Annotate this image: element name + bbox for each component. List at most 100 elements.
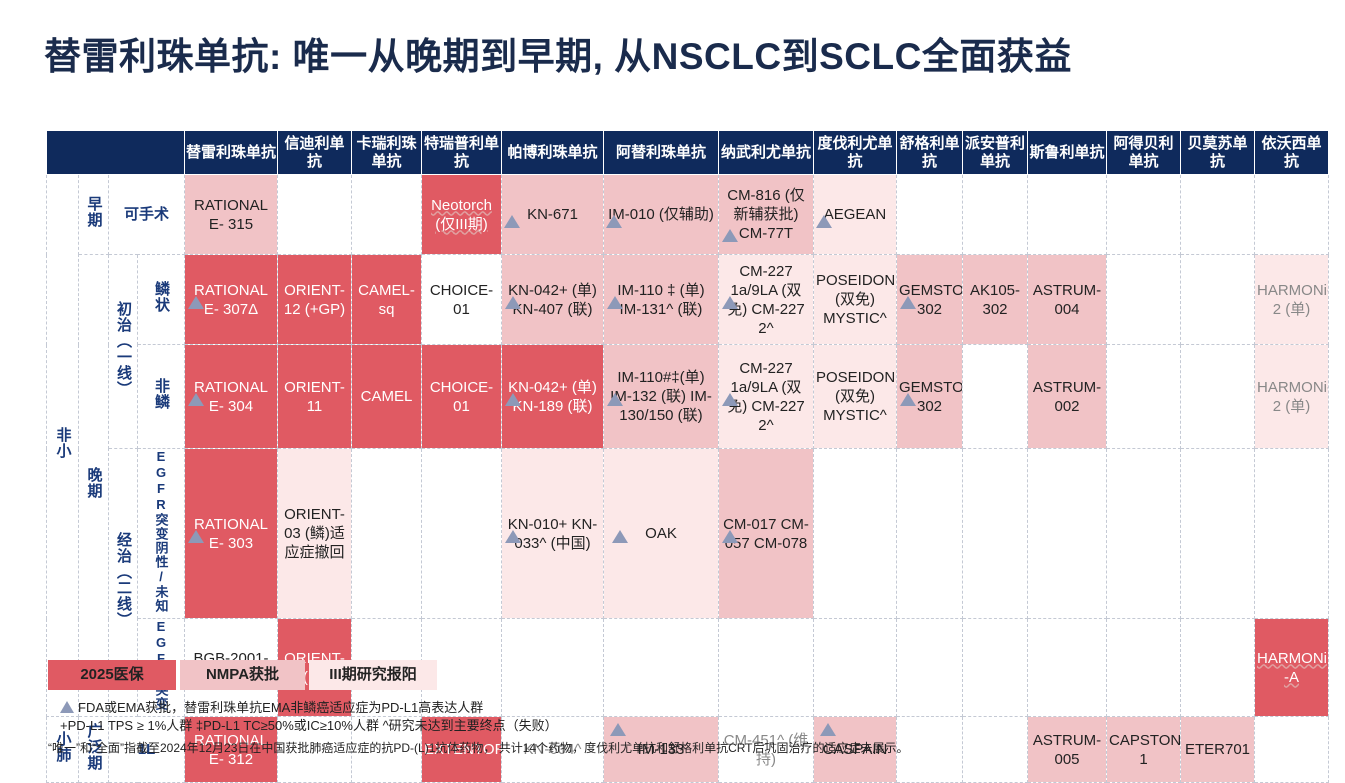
cell-empty [896,618,963,717]
cell-empty [1180,174,1255,255]
row-pretreated-egfr-neg: 经治（二线） EGFR突变阴性/未知 RATIONAL E- 303 ORIEN… [47,448,1329,717]
label-early: 早期 [78,174,109,255]
header-drug: 纳武利尤单抗 [718,130,814,175]
label-nsclc: 非小 [46,174,79,717]
header-row: 替雷利珠单抗 信迪利单抗 卡瑞利珠单抗 特瑞普利单抗 帕博利珠单抗 阿替利珠单抗… [46,130,1329,175]
cell-trial: CM-227 1a/9LA (双免) CM-227 2^ [718,344,814,449]
cell-trial: CHOICE-01 [421,254,502,345]
cell-trial: RATIONAL E- 315 [184,174,278,255]
cell-empty [813,618,897,717]
cell-trial: IM-110 ‡ (单) IM-131^ (联) [603,254,719,345]
fda-ema-triangle-icon [188,529,204,543]
cell-empty [1106,448,1181,619]
label-late: 晚期 [78,254,109,717]
cell-trial: RATIONAL E- 304 [184,344,278,449]
header-drug: 舒格利单抗 [896,130,963,175]
cell-empty [1180,344,1255,449]
cell-empty [351,174,422,255]
label-operable: 可手术 [108,174,185,255]
cell-empty [1106,344,1181,449]
cell-empty [962,174,1028,255]
cell-empty [1106,618,1181,717]
header-drug: 信迪利单抗 [277,130,352,175]
cell-trial: RATIONAL E- 303 [184,448,278,619]
cell-empty [962,448,1028,619]
triangle-icon [60,701,74,713]
cell-trial: KN-671 [501,174,604,255]
cell-trial: CM-227 1a/9LA (双免) CM-227 2^ [718,254,814,345]
cell-trial: CAPSTONE-1 [1106,716,1181,783]
cell-empty [1254,448,1329,619]
fda-ema-triangle-icon [504,214,520,228]
row-pretreated-egfr-pos: EGFR突变 BGB-2001-IIT ORIENT-31(四药) HARMON… [47,618,1329,717]
footnote-markers: +PD-L1 TPS ≥ 1%人群 ‡PD-L1 TC≥50%或IC≥10%人群… [60,718,558,733]
cell-empty [1027,618,1107,717]
cell-trial: ORIENT-12 (+GP) [277,254,352,345]
cell-empty [1254,174,1329,255]
fda-ema-triangle-icon [188,392,204,406]
header-drug: 卡瑞利珠单抗 [351,130,422,175]
fda-ema-triangle-icon [505,295,521,309]
cell-trial: GEMSTONE-302 [896,254,963,345]
header-drug: 依沃西单抗 [1254,130,1329,175]
legend-reimbursed: 2025医保 [48,660,176,690]
header-drug: 度伐利尤单抗 [813,130,897,175]
header-drug: 阿替利珠单抗 [603,130,719,175]
cell-empty [1106,254,1181,345]
cell-trial: GEMSTONE-302 [896,344,963,449]
cell-trial: ASTRUM-004 [1027,254,1107,345]
fda-ema-triangle-icon [505,529,521,543]
cell-empty [501,618,604,717]
fda-ema-triangle-icon [188,295,204,309]
cell-trial: ORIENT-03 (鳞)适应症撤回 [277,448,352,619]
cell-trial: ORIENT-11 [277,344,352,449]
fda-ema-triangle-icon [607,295,623,309]
cell-empty [277,174,352,255]
fda-ema-triangle-icon [607,392,623,406]
cell-empty [962,618,1028,717]
header-drug: 阿得贝利单抗 [1106,130,1181,175]
fda-ema-triangle-icon [606,214,622,228]
footnote-definition: “唯一”和“全面”指截至2024年12月23日在中国获批肺癌适应症的抗PD-(L… [48,741,909,755]
cell-empty [718,618,814,717]
fda-ema-triangle-icon [900,392,916,406]
header-drug: 斯鲁利单抗 [1027,130,1107,175]
fda-ema-triangle-icon [820,723,836,736]
cell-trial: ASTRUM-005 [1027,716,1107,783]
cell-trial: OAK [603,448,719,619]
cell-trial: HARMONi-2 (单) [1254,344,1329,449]
fda-ema-triangle-icon [900,295,916,309]
header-drug: 帕博利珠单抗 [501,130,604,175]
fda-ema-triangle-icon [722,295,738,309]
fda-ema-triangle-icon [610,723,626,736]
cell-empty [962,716,1028,783]
header-drug: 替雷利珠单抗 [184,130,278,175]
cell-empty [1180,618,1255,717]
row-squamous-1l: 晚期 初治（一线） 鳞状 RATIONAL E- 307Δ ORIENT-12 … [47,254,1329,717]
cell-trial: ASTRUM-002 [1027,344,1107,449]
cell-trial: POSEIDON (双免) MYSTIC^ [813,254,897,345]
cell-trial: HARMONi -A [1254,618,1329,717]
cell-trial: KN-042+ (单) KN-407 (联) [501,254,604,345]
cell-trial: HARMONi-2 (单) [1254,254,1329,345]
row-nonsquamous-1l: 非鳞 RATIONAL E- 304 ORIENT-11 CAMEL CHOIC… [47,344,1329,449]
cell-trial: AK105-302 [962,254,1028,345]
fda-ema-triangle-icon [722,392,738,406]
label-egfr-neg: EGFR突变阴性/未知 [137,448,185,619]
cell-trial: ETER701 [1180,716,1255,783]
footnote-fda: FDA或EMA获批，替雷利珠单抗EMA非鳞癌适应症为PD-L1高表达人群 [60,697,483,716]
header-corner [46,130,185,175]
cell-empty [1027,174,1107,255]
cell-empty [351,448,422,619]
cell-trial: IM-110#‡(单) IM-132 (联) IM-130/150 (联) [603,344,719,449]
fda-ema-triangle-icon [722,529,738,543]
cell-trial: CAMEL-sq [351,254,422,345]
header-drug: 特瑞普利单抗 [421,130,502,175]
label-nonsquamous: 非鳞 [137,344,185,449]
legend-nmpa: NMPA获批 [180,660,305,690]
header-drug: 贝莫苏单抗 [1180,130,1255,175]
cell-empty [896,448,963,619]
cell-trial: Neotorch (仅III期) [421,174,502,255]
cell-empty [896,174,963,255]
cell-trial: IM-010 (仅辅助) [603,174,719,255]
